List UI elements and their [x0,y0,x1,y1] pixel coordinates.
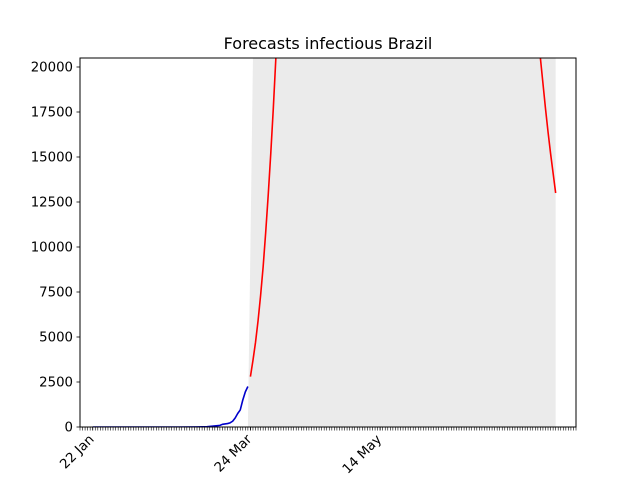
series-line-forecast-2 [249,58,277,377]
y-tick-label: 10000 [31,241,73,256]
chart-title: Forecasts infectious Brazil [224,34,433,53]
y-tick-label: 0 [65,421,73,436]
x-axis-minor-ticks [79,427,577,431]
series-layer [92,58,557,427]
y-tick-label: 2500 [39,376,73,391]
y-axis-ticks: 0 2500 5000 7500 10000 12500 15000 17500 20000 [31,61,80,436]
forecast-interval-band [247,58,556,427]
plot-layer [92,58,557,427]
series-line-forecast-3 [539,58,557,194]
y-tick-label: 15000 [31,151,73,166]
y-tick-label: 12500 [31,196,73,211]
y-tick-label: 5000 [39,331,73,346]
plot-area-frame [79,57,577,428]
y-tick-label: 7500 [39,286,73,301]
y-tick-label: 17500 [31,106,73,121]
y-tick-label: 20000 [31,61,73,76]
series-line-observed-1 [92,386,249,427]
